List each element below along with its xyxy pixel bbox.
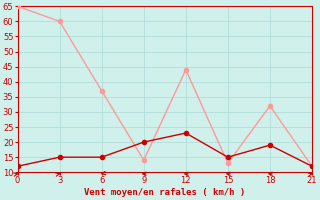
X-axis label: Vent moyen/en rafales ( km/h ): Vent moyen/en rafales ( km/h ) bbox=[84, 188, 245, 197]
